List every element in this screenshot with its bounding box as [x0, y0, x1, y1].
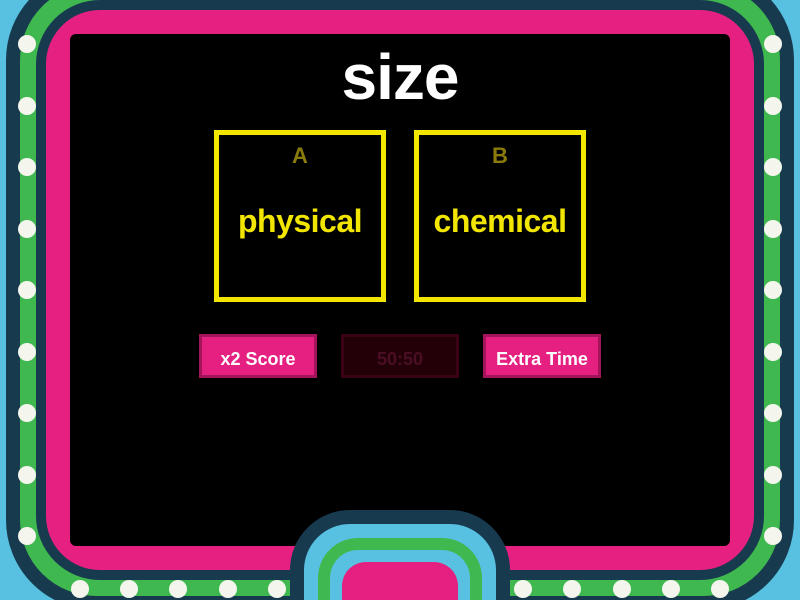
- lifeline-row: x2 Score 50:50 Extra Time: [70, 334, 730, 378]
- answer-text: chemical: [434, 203, 567, 240]
- bulb-icon: [514, 580, 532, 598]
- lifeline-x2score-button[interactable]: x2 Score: [199, 334, 317, 378]
- answer-option-a[interactable]: A physical: [214, 130, 386, 302]
- bulb-icon: [268, 580, 286, 598]
- bulb-icon: [764, 281, 782, 299]
- bulb-icon: [764, 466, 782, 484]
- bulb-icon: [71, 580, 89, 598]
- bulb-icon: [18, 404, 36, 422]
- bulb-icon: [764, 527, 782, 545]
- answer-letter: B: [492, 143, 508, 169]
- answer-text: physical: [238, 203, 362, 240]
- bulb-icon: [662, 580, 680, 598]
- bulb-icon: [18, 35, 36, 53]
- bulb-icon: [764, 97, 782, 115]
- answer-row: A physical B chemical: [70, 130, 730, 302]
- bulb-icon: [219, 580, 237, 598]
- bulb-icon: [18, 343, 36, 361]
- bulb-icon: [169, 580, 187, 598]
- bulb-icon: [711, 580, 729, 598]
- bulb-icon: [764, 404, 782, 422]
- bulb-icon: [120, 580, 138, 598]
- bulb-icon: [613, 580, 631, 598]
- tv-frame-inner: size A physical B chemical x2 Score 50:5…: [36, 0, 764, 580]
- bulb-icon: [18, 466, 36, 484]
- question-text: size: [70, 34, 730, 114]
- bulb-icon: [18, 527, 36, 545]
- bulb-icon: [18, 220, 36, 238]
- bulb-icon: [18, 281, 36, 299]
- answer-letter: A: [292, 143, 308, 169]
- lifeline-5050-button: 50:50: [341, 334, 459, 378]
- bulb-icon: [764, 220, 782, 238]
- bulb-icon: [18, 158, 36, 176]
- tv-stand: [290, 510, 510, 600]
- bulb-icon: [563, 580, 581, 598]
- bulb-icon: [764, 158, 782, 176]
- bulb-icon: [764, 35, 782, 53]
- lifeline-extratime-button[interactable]: Extra Time: [483, 334, 601, 378]
- bulb-icon: [764, 343, 782, 361]
- bulb-icon: [18, 97, 36, 115]
- game-panel: size A physical B chemical x2 Score 50:5…: [70, 34, 730, 546]
- answer-option-b[interactable]: B chemical: [414, 130, 586, 302]
